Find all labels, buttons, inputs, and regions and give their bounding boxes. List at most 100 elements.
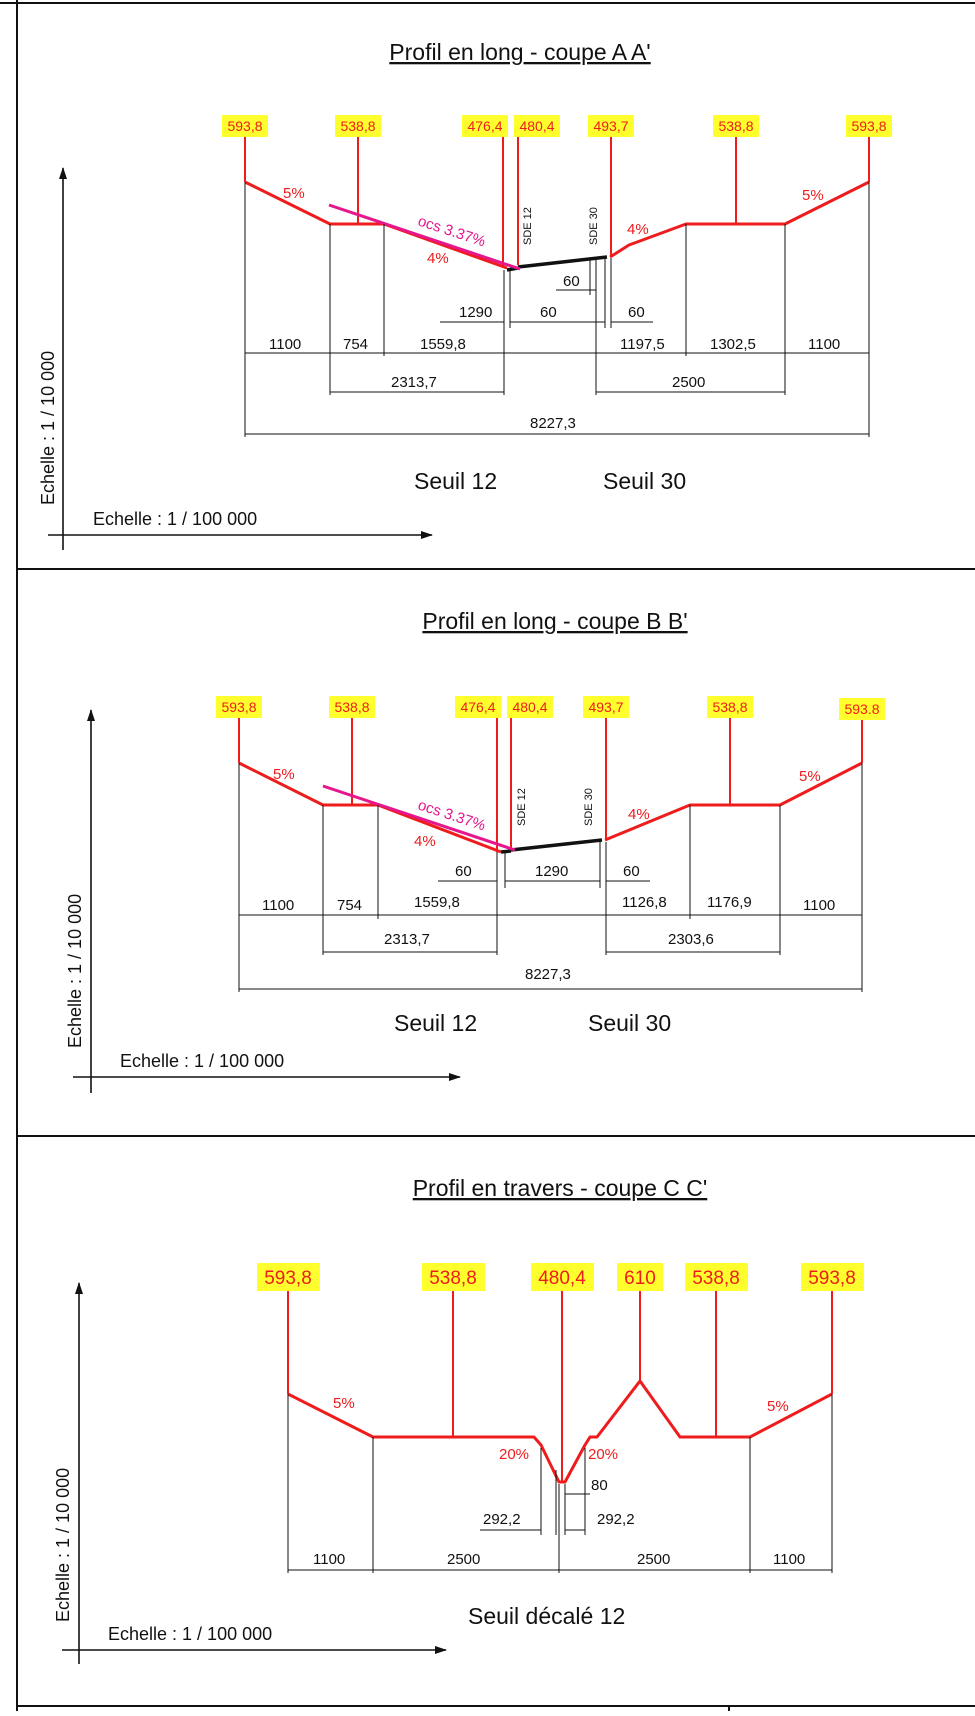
threshold-label: Seuil décalé 12 [468,1603,625,1629]
dimension-label: 60 [623,863,640,880]
dimension-label: 1197,5 [620,336,665,353]
dimension-label: 1290 [459,304,492,321]
dimension-label: 1290 [535,863,568,880]
dimension-label: 1100 [773,1551,805,1568]
profile-right [604,761,863,842]
dimension-label: 1126,8 [622,894,667,911]
elevation-label: 593,8 [264,1268,312,1289]
dimension-label: 1100 [803,897,835,914]
dimension-label: 8227,3 [525,966,571,983]
elevation-label: 493,7 [593,118,628,134]
dimension-label: 1100 [313,1551,345,1568]
dimension-label: 60 [563,273,580,290]
dimension-label: 1100 [262,897,294,914]
dimension-label: 60 [455,863,472,880]
panel-a-elevation-leaders [244,137,870,268]
panel-a-dimensions: 60 1290 60 60 1100 754 1559,8 1197,5 130… [245,273,869,435]
vertical-scale-label: Echelle : 1 / 10 000 [65,894,85,1048]
elevation-label: 538,8 [712,699,747,715]
panel-b-dimensions: 60 1290 60 1100 754 1559,8 1126,8 1176,9… [239,863,862,990]
runway-segment [517,255,608,269]
panel-b-extension-lines [238,763,863,992]
threshold-label: Seuil 30 [603,468,686,494]
slope-label: 4% [414,833,436,850]
dimension-label: 1302,5 [710,336,756,353]
horizontal-scale-label: Echelle : 1 / 100 000 [108,1624,272,1644]
panel-a-extension-lines [244,182,870,437]
elevation-label: 593.8 [844,701,879,717]
dimension-label: 2500 [672,374,705,391]
slope-label: 5% [802,187,824,204]
panel-c-elevation-leaders [287,1291,833,1483]
dimension-label: 1100 [808,336,840,353]
sde-label: SDE 30 [583,788,595,826]
panel-c: Profil en travers - coupe C C' Echelle :… [53,1175,864,1664]
slope-label: 5% [333,1395,355,1412]
elevation-label: 610 [624,1268,656,1289]
slope-label: 20% [588,1446,618,1463]
threshold-label: Seuil 12 [414,468,497,494]
dimension-label: 1559,8 [420,336,466,353]
panel-a-elevations: 593,8 538,8 476,4 480,4 493,7 538,8 593,… [222,115,892,137]
panel-a: Profil en long - coupe A A' Echelle : 1 … [38,39,892,550]
threshold-12-segment [500,849,512,854]
ocs-line [322,784,516,852]
panel-b-elevations: 593,8 538,8 476,4 480,4 493,7 538,8 593.… [216,696,885,720]
panel-c-title: Profil en travers - coupe C C' [413,1175,708,1201]
ocs-line [328,203,521,271]
profile-left [238,761,502,854]
slope-label: 20% [499,1446,529,1463]
horizontal-scale-label: Echelle : 1 / 100 000 [93,509,257,529]
dimension-label: 2500 [637,1551,670,1568]
slope-label: 5% [273,766,295,783]
dimension-label: 754 [343,336,368,353]
elevation-label: 593,8 [808,1268,856,1289]
panel-c-elevations: 593,8 538,8 480,4 610 538,8 593,8 [257,1263,864,1291]
panel-c-dimensions: 80 292,2 292,2 1100 2500 2500 1100 [288,1477,832,1571]
elevation-label: 593,8 [851,118,886,134]
panel-a-title: Profil en long - coupe A A' [389,39,650,65]
dimension-label: 8227,3 [530,415,576,432]
sde-label: SDE 12 [522,207,534,245]
panel-c-axes: Echelle : 1 / 10 000 Echelle : 1 / 100 0… [53,1282,447,1664]
elevation-label: 476,4 [467,118,502,134]
elevation-label: 538,8 [334,699,369,715]
sde-label: SDE 30 [588,207,600,245]
vertical-scale-label: Echelle : 1 / 10 000 [53,1468,73,1622]
dimension-label: 1176,9 [707,894,752,911]
dimension-label: 292,2 [597,1511,635,1528]
dimension-label: 60 [540,304,557,321]
dimension-label: 292,2 [483,1511,521,1528]
panel-b: Profil en long - coupe B B' Echelle : 1 … [65,608,885,1093]
threshold-label: Seuil 30 [588,1010,671,1036]
panel-b-title: Profil en long - coupe B B' [422,608,687,634]
dimension-label: 2500 [447,1551,480,1568]
elevation-label: 538,8 [429,1268,477,1289]
dimension-label: 2313,7 [384,931,430,948]
panel-b-axes: Echelle : 1 / 10 000 Echelle : 1 / 100 0… [65,709,461,1093]
runway-segment [510,838,603,852]
slope-label: 4% [628,806,650,823]
elevation-label: 493,7 [588,699,623,715]
dimension-label: 60 [628,304,645,321]
profile-left [244,180,508,270]
vertical-scale-label: Echelle : 1 / 10 000 [38,351,58,505]
dimension-label: 1559,8 [414,894,460,911]
slope-label: 5% [799,768,821,785]
threshold-label: Seuil 12 [394,1010,477,1036]
dimension-label: 1100 [269,336,301,353]
horizontal-scale-label: Echelle : 1 / 100 000 [120,1051,284,1071]
panel-a-axes: Echelle : 1 / 10 000 Echelle : 1 / 100 0… [38,167,433,550]
slope-label: 5% [283,185,305,202]
elevation-label: 538,8 [692,1268,740,1289]
slope-label: 4% [427,250,449,267]
cross-profile [287,1379,833,1484]
sde-label: SDE 12 [516,788,528,826]
elevation-label: 476,4 [460,699,495,715]
dimension-label: 754 [337,897,362,914]
profile-right [609,180,870,259]
dimension-label: 2303,6 [668,931,714,948]
